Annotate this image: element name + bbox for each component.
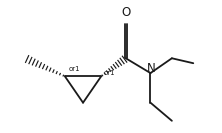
Text: N: N	[147, 63, 156, 75]
Text: or1: or1	[69, 66, 81, 72]
Text: O: O	[121, 6, 131, 19]
Text: or1: or1	[104, 70, 115, 76]
